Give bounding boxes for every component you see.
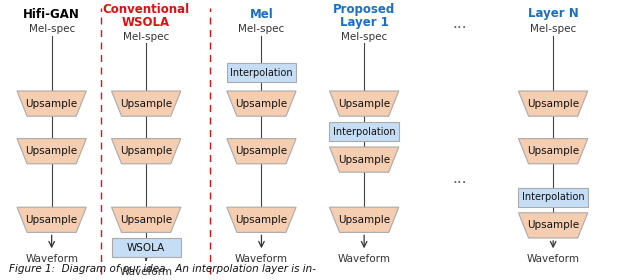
- Polygon shape: [227, 139, 296, 164]
- Text: Upsample: Upsample: [338, 155, 390, 165]
- Text: Upsample: Upsample: [236, 146, 287, 156]
- Polygon shape: [112, 207, 181, 232]
- Text: Mel-spec: Mel-spec: [530, 24, 576, 34]
- Polygon shape: [227, 91, 296, 116]
- Text: Upsample: Upsample: [26, 146, 77, 156]
- Text: Layer 1: Layer 1: [340, 16, 389, 29]
- Text: Mel-spec: Mel-spec: [28, 24, 75, 34]
- Text: Upsample: Upsample: [26, 99, 77, 109]
- Text: WSOLA: WSOLA: [127, 243, 165, 253]
- Bar: [112, 238, 181, 257]
- Text: Interpolation: Interpolation: [230, 68, 293, 78]
- Polygon shape: [518, 213, 588, 238]
- Polygon shape: [17, 91, 86, 116]
- Text: Interpolation: Interpolation: [522, 192, 585, 202]
- Bar: [227, 63, 296, 82]
- Text: Waveform: Waveform: [25, 254, 78, 264]
- Text: Upsample: Upsample: [26, 215, 77, 225]
- Text: Interpolation: Interpolation: [333, 127, 396, 137]
- Text: Figure 1:  Diagram of our idea.  An interpolation layer is in-: Figure 1: Diagram of our idea. An interp…: [9, 264, 316, 274]
- Text: Upsample: Upsample: [120, 215, 172, 225]
- Polygon shape: [17, 207, 86, 232]
- Text: Waveform: Waveform: [235, 254, 288, 264]
- Text: Mel-spec: Mel-spec: [341, 32, 387, 42]
- Text: ···: ···: [452, 21, 467, 35]
- Polygon shape: [112, 139, 181, 164]
- Text: Upsample: Upsample: [338, 215, 390, 225]
- Text: Upsample: Upsample: [120, 146, 172, 156]
- Text: Waveform: Waveform: [338, 254, 391, 264]
- Polygon shape: [518, 91, 588, 116]
- Text: Upsample: Upsample: [527, 146, 579, 156]
- Bar: [329, 122, 399, 141]
- Text: Upsample: Upsample: [120, 99, 172, 109]
- Text: Waveform: Waveform: [120, 267, 173, 277]
- Text: Upsample: Upsample: [527, 99, 579, 109]
- Polygon shape: [329, 207, 399, 232]
- Text: Mel-spec: Mel-spec: [238, 24, 285, 34]
- Polygon shape: [329, 91, 399, 116]
- Text: Upsample: Upsample: [527, 220, 579, 230]
- Bar: [518, 188, 588, 207]
- Text: WSOLA: WSOLA: [122, 16, 170, 29]
- Text: Conventional: Conventional: [103, 3, 190, 16]
- Text: Layer N: Layer N: [528, 8, 578, 20]
- Polygon shape: [518, 139, 588, 164]
- Text: ···: ···: [452, 176, 467, 190]
- Text: Mel: Mel: [249, 8, 273, 20]
- Text: Waveform: Waveform: [527, 254, 580, 264]
- Text: Upsample: Upsample: [236, 99, 287, 109]
- Text: Hifi-GAN: Hifi-GAN: [23, 8, 80, 20]
- Polygon shape: [17, 139, 86, 164]
- Text: Upsample: Upsample: [236, 215, 287, 225]
- Text: Upsample: Upsample: [338, 99, 390, 109]
- Text: Mel-spec: Mel-spec: [123, 32, 169, 42]
- Text: Proposed: Proposed: [333, 3, 395, 16]
- Polygon shape: [329, 147, 399, 172]
- Polygon shape: [112, 91, 181, 116]
- Polygon shape: [227, 207, 296, 232]
